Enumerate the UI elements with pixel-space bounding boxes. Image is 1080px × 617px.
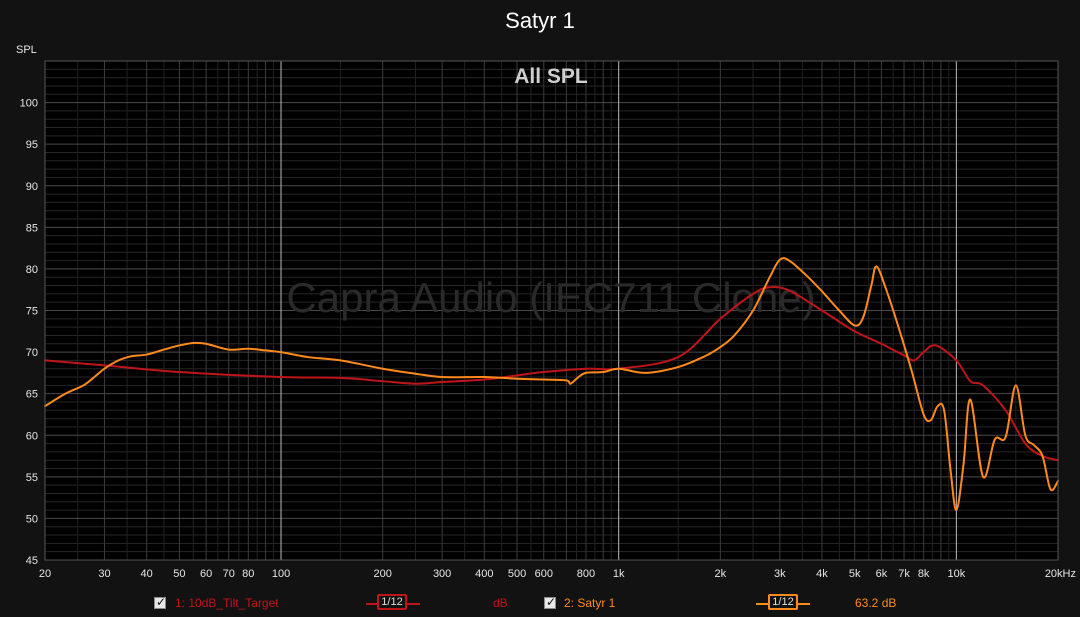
x-tick-label: 20kHz — [1045, 568, 1076, 580]
series-line-target — [44, 285, 1059, 462]
x-tick-label: 3k — [774, 568, 786, 580]
y-tick-label: 70 — [26, 347, 38, 359]
y-tick-label: 90 — [26, 181, 38, 193]
y-tick-label: 50 — [26, 513, 38, 525]
plot-title: All SPL — [514, 65, 588, 88]
x-tick-label: 7k — [898, 568, 910, 580]
y-tick-label: 60 — [26, 430, 38, 442]
y-axis-ticks: 50 55 60 65 70 75 80 85 90 95 100 45 — [20, 98, 38, 567]
x-tick-label: 80 — [242, 568, 254, 580]
x-tick-label: 60 — [200, 568, 212, 580]
target-visibility-checkbox[interactable] — [154, 595, 166, 609]
series-line-satyr — [44, 257, 1059, 512]
watermark-text: Capra Audio (IEC711 Clone) — [286, 274, 815, 321]
x-tick-label: 70 — [223, 568, 235, 580]
y-tick-label: 100 — [20, 98, 38, 110]
y-tick-label: 65 — [26, 389, 38, 401]
x-tick-label: 20 — [39, 568, 51, 580]
target-value: dB — [493, 596, 508, 610]
target-smoothing-button[interactable]: 1/12 — [377, 594, 407, 610]
satyr-value: 63.2 dB — [855, 596, 897, 610]
legend-item-satyr: 2: Satyr 1 — [544, 594, 615, 612]
x-tick-label: 300 — [433, 568, 451, 580]
x-tick-label: 4k — [816, 568, 828, 580]
plot-border — [44, 60, 1059, 561]
x-tick-label: 1k — [613, 568, 625, 580]
x-tick-label: 8k — [918, 568, 930, 580]
x-tick-label: 200 — [373, 568, 391, 580]
satyr-smoothing-button[interactable]: 1/12 — [768, 594, 798, 610]
y-tick-label: 95 — [26, 139, 38, 151]
y-tick-label: 75 — [26, 306, 38, 318]
major-grid — [45, 61, 1058, 560]
x-tick-label: 50 — [173, 568, 185, 580]
x-tick-label: 30 — [98, 568, 110, 580]
x-tick-label: 400 — [475, 568, 493, 580]
legend-item-target: 1: 10dB_Tilt_Target — [154, 594, 279, 612]
x-tick-label: 800 — [577, 568, 595, 580]
target-legend-label: 1: 10dB_Tilt_Target — [175, 596, 279, 610]
x-axis-ticks: 20 30 40 50 60 70 80 100 200 300 400 500 600 800 1k 2k 3… — [39, 568, 1076, 580]
y-tick-label: 80 — [26, 264, 38, 276]
x-tick-label: 500 — [508, 568, 526, 580]
x-tick-label: 100 — [272, 568, 290, 580]
y-tick-label: 85 — [26, 222, 38, 234]
x-tick-label: 600 — [535, 568, 553, 580]
y-tick-label: 55 — [26, 472, 38, 484]
satyr-legend-label: 2: Satyr 1 — [564, 596, 616, 610]
x-tick-label: 2k — [715, 568, 727, 580]
x-tick-label: 40 — [141, 568, 153, 580]
series-layer — [44, 257, 1059, 512]
satyr-visibility-checkbox[interactable] — [544, 595, 556, 609]
y-tick-label: 45 — [26, 555, 38, 567]
x-tick-label: 5k — [849, 568, 861, 580]
window-title: Satyr 1 — [505, 8, 575, 33]
x-tick-label: 6k — [876, 568, 888, 580]
x-tick-label: 10k — [947, 568, 965, 580]
y-axis-label: SPL — [16, 44, 37, 56]
